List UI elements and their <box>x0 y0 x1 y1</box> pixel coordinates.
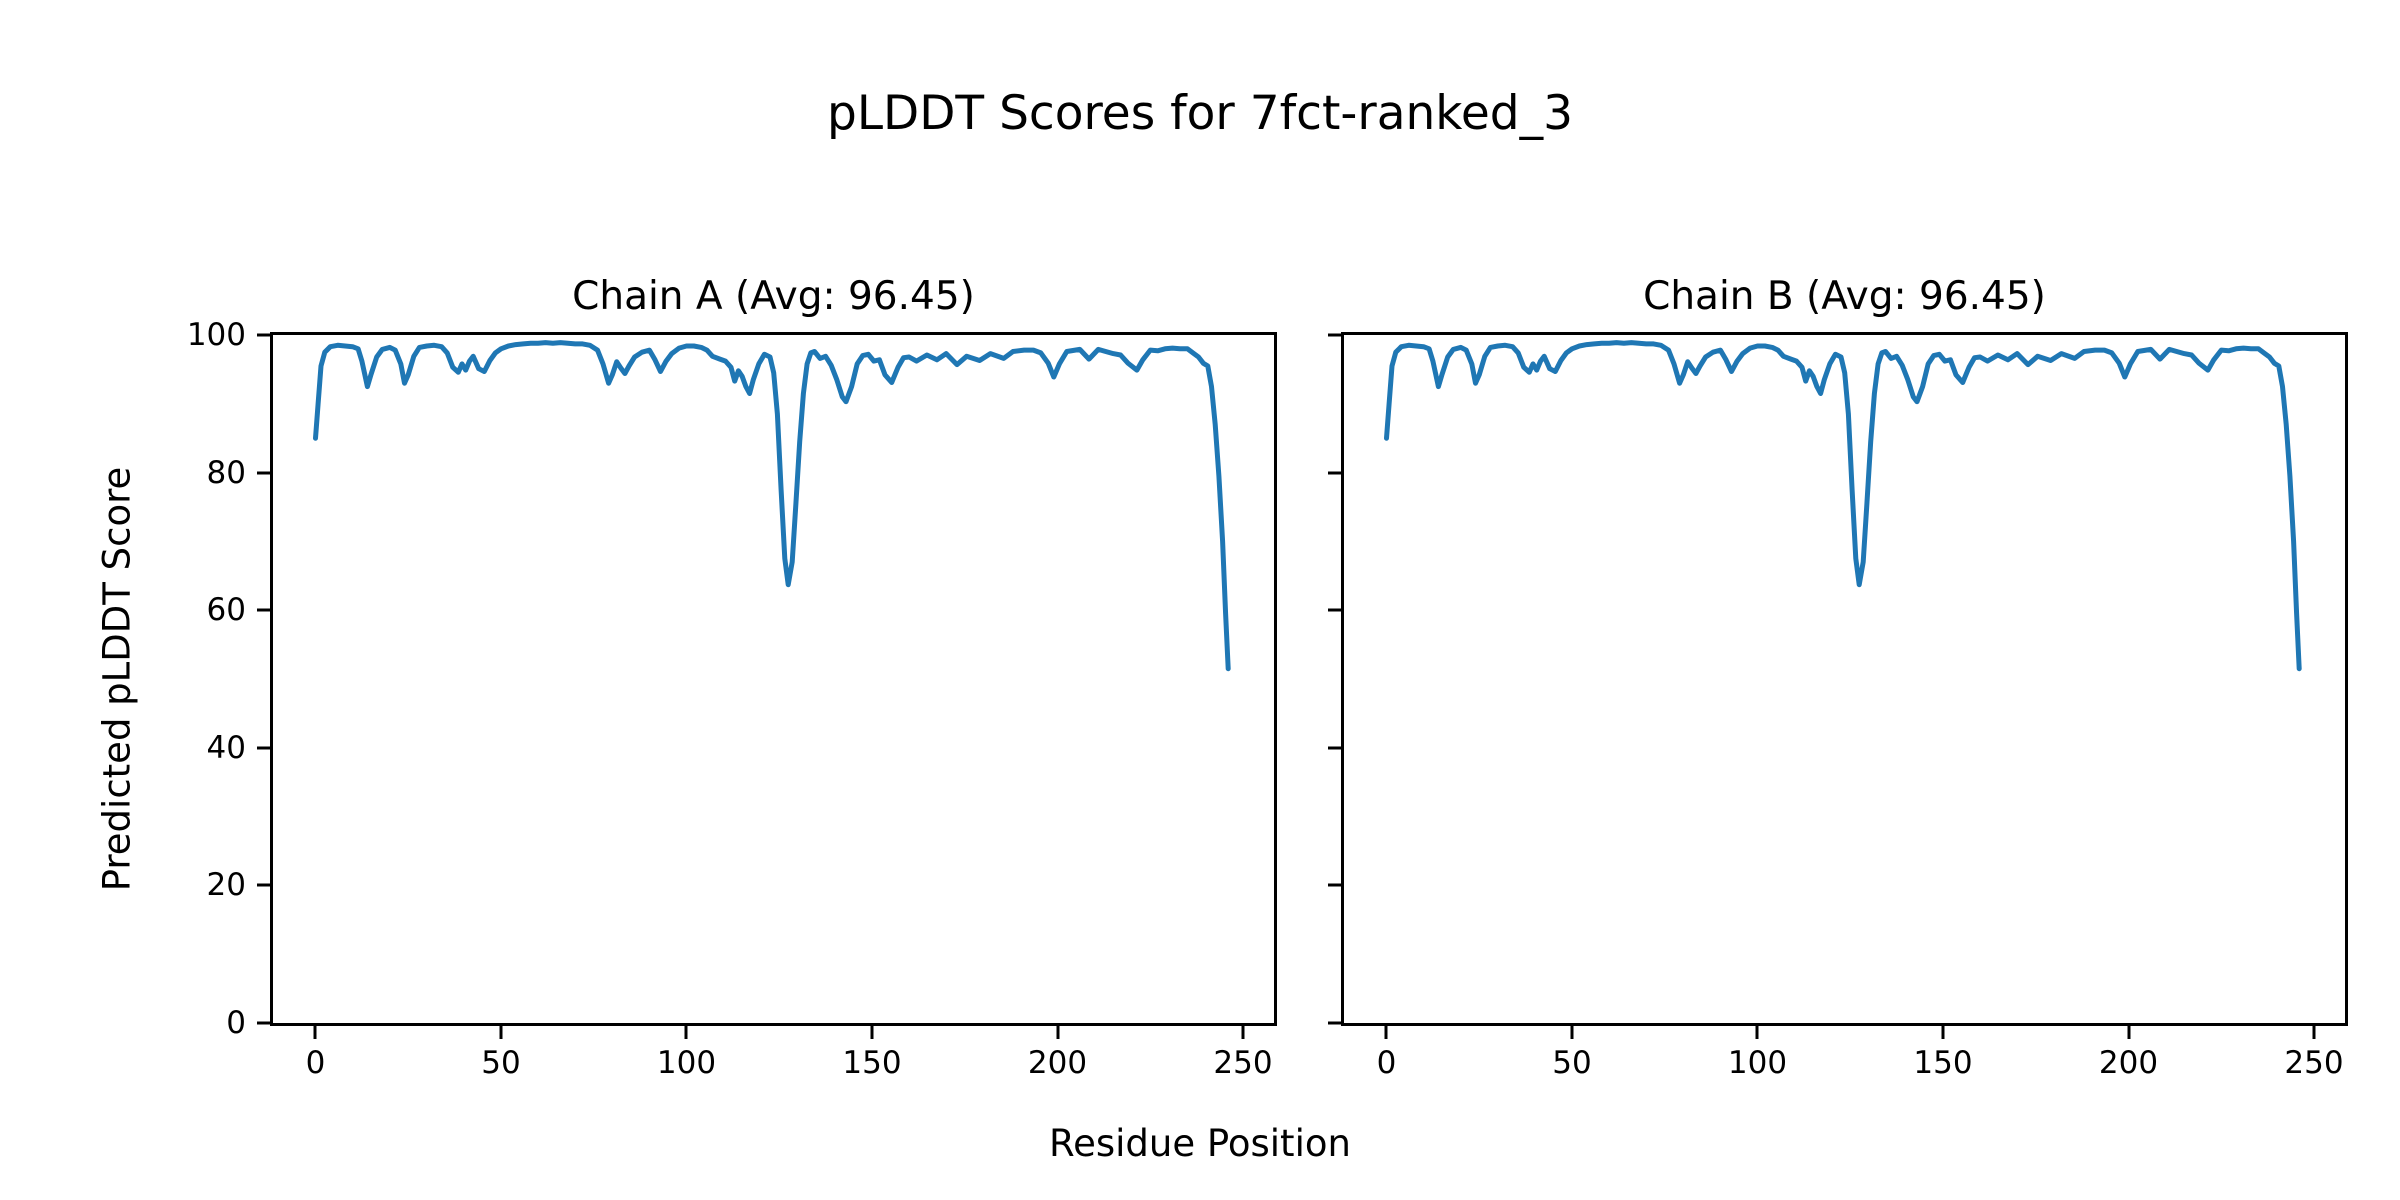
x-tick-mark <box>684 1026 688 1039</box>
x-tick-mark <box>2127 1026 2130 1039</box>
x-tick-mark <box>1941 1026 1945 1039</box>
x-tick-label: 250 <box>2284 1045 2344 1081</box>
x-tick-mark <box>1241 1026 1245 1039</box>
y-tick-label: 0 <box>226 1005 246 1041</box>
x-tick-mark <box>870 1026 874 1039</box>
y-tick-mark <box>257 883 270 887</box>
chain-a-plddt-line <box>313 340 1231 672</box>
x-tick-label: 250 <box>1213 1045 1273 1081</box>
y-tick-mark <box>257 746 270 750</box>
x-tick-label: 50 <box>1552 1045 1592 1081</box>
y-tick-label: 100 <box>186 317 246 353</box>
x-tick-label: 200 <box>2098 1045 2159 1081</box>
chain-a-plot: Chain A (Avg: 96.45) 0 50 100 150 200 250 0 20 4… <box>187 274 1277 1081</box>
x-tick-label: 150 <box>1913 1045 1973 1081</box>
x-tick-mark <box>2312 1026 2316 1039</box>
x-tick-mark <box>313 1026 317 1039</box>
chain-a-plot-area <box>313 340 1231 672</box>
x-tick-mark <box>499 1026 503 1039</box>
chain-b-plot-title: Chain B (Avg: 96.45) <box>1643 274 2046 319</box>
x-axis-label: Residue Position <box>1049 1122 1351 1165</box>
x-tick-label: 0 <box>1376 1045 1397 1081</box>
x-tick-label: 200 <box>1027 1045 1088 1081</box>
y-tick-mark <box>1328 883 1341 887</box>
y-tick-label: 60 <box>206 592 246 629</box>
x-tick-label: 100 <box>1727 1045 1788 1081</box>
y-tick-label: 80 <box>206 454 246 491</box>
x-tick-mark <box>1384 1026 1388 1039</box>
y-tick-mark <box>1328 608 1341 612</box>
y-tick-mark <box>257 608 270 612</box>
chain-a-plot-title: Chain A (Avg: 96.45) <box>572 274 975 319</box>
x-tick-mark <box>1570 1026 1574 1039</box>
y-tick-mark <box>1328 746 1341 750</box>
x-tick-label: 50 <box>481 1045 521 1081</box>
y-tick-mark <box>1328 471 1341 475</box>
x-tick-label: 0 <box>305 1045 326 1081</box>
x-tick-mark <box>1056 1026 1059 1039</box>
x-tick-mark <box>1755 1026 1759 1039</box>
y-tick-mark <box>257 1021 270 1025</box>
y-tick-mark <box>257 471 270 475</box>
y-tick-label: 40 <box>206 729 246 766</box>
chain-b-plot-area <box>1384 340 2302 672</box>
figure-title: pLDDT Scores for 7fct-ranked_3 <box>827 86 1573 141</box>
y-tick-mark <box>1328 1021 1341 1025</box>
x-tick-label: 150 <box>842 1045 902 1081</box>
y-tick-mark <box>1328 333 1341 337</box>
x-tick-label: 100 <box>656 1045 717 1081</box>
chain-b-plddt-line <box>1384 340 2302 672</box>
chain-b-plot: Chain B (Avg: 96.45) 0 50 100 150 200 250 <box>1328 274 2348 1081</box>
y-axis-label: Predicted pLDDT Score <box>95 466 139 892</box>
y-tick-label: 20 <box>206 867 246 904</box>
y-tick-mark <box>257 333 270 337</box>
